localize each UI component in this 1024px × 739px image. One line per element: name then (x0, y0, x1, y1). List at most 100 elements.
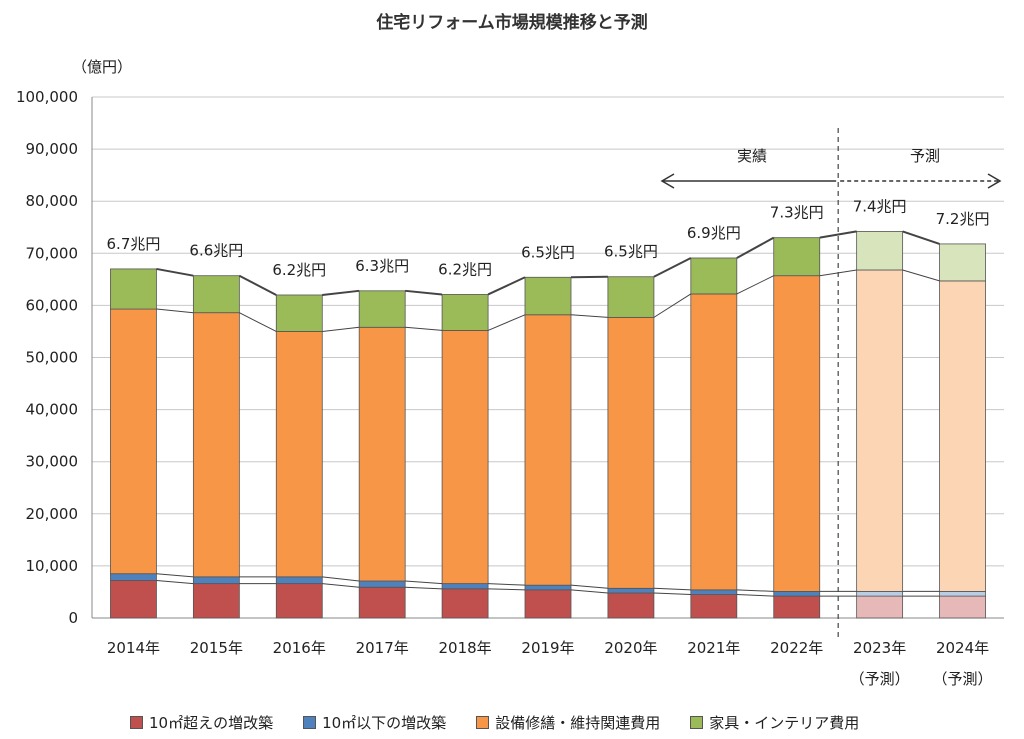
bar-segment-10-1 (939, 591, 986, 597)
bar-segment-5-0 (524, 589, 572, 619)
y-tick-label-9: 90,000 (26, 140, 79, 158)
y-tick-label-8: 80,000 (26, 192, 79, 210)
total-label-6: 6.5兆円 (604, 243, 658, 261)
legend-label-1: 10㎡以下の増改築 (322, 714, 447, 732)
total-label-10: 7.2兆円 (936, 210, 990, 228)
y-tick-label-4: 40,000 (26, 401, 79, 419)
connector-2-3 (405, 326, 443, 331)
y-tick-label-6: 60,000 (26, 296, 79, 314)
y-tick-label-3: 30,000 (26, 453, 79, 471)
bar-segment-6-3 (607, 276, 655, 318)
total-label-7: 6.9兆円 (687, 224, 741, 242)
bar-segment-7-3 (690, 257, 738, 295)
connector-1-7 (736, 589, 774, 592)
legend-label-0: 10㎡超えの増改築 (149, 714, 274, 732)
legend-swatch-0 (130, 716, 143, 729)
y-axis-unit-label: （億円） (72, 58, 132, 76)
bar-segment-9-0 (856, 595, 904, 619)
bar-segment-4-3 (441, 294, 489, 331)
y-tick-label-2: 20,000 (26, 505, 79, 523)
connector-0-0 (156, 579, 194, 585)
bar-segment-8-3 (773, 237, 821, 277)
connector-1-3 (405, 580, 443, 585)
x-tick-label-4: 2018年 (438, 639, 491, 657)
y-tick-label-7: 70,000 (26, 244, 79, 262)
x-tick-label-0: 2014年 (107, 639, 160, 657)
connector-0-6 (653, 592, 691, 596)
legend-item-1: 10㎡以下の増改築 (303, 712, 446, 733)
connector-0-4 (488, 588, 526, 591)
bar-segment-4-0 (441, 588, 489, 619)
x-tick-label-7: 2021年 (687, 639, 740, 657)
bar-segment-9-1 (856, 591, 904, 597)
bar-segment-1-1 (192, 576, 240, 585)
bar-segment-4-1 (441, 583, 489, 590)
total-label-1: 6.6兆円 (189, 242, 243, 260)
bar-segment-0-0 (110, 580, 157, 619)
x-tick-label-6: 2020年 (604, 639, 657, 657)
connector-3-7 (736, 236, 775, 259)
bar-segment-1-0 (192, 583, 240, 619)
connector-0-7 (736, 594, 774, 597)
x-tick-label-1: 2015年 (190, 639, 243, 657)
y-tick-label-0: 0 (68, 609, 78, 627)
actual-arrow-head (660, 173, 675, 189)
bar-segment-0-1 (110, 573, 157, 581)
bar-segment-9-3 (856, 231, 904, 271)
bar-segment-4-2 (441, 330, 489, 585)
connector-2-9 (902, 269, 940, 282)
x-tick-label-9: 2023年 (853, 639, 906, 657)
bar-segment-3-2 (358, 326, 406, 582)
total-label-5: 6.5兆円 (521, 243, 575, 261)
connector-3-5 (570, 275, 608, 279)
y-tick-label-5: 50,000 (26, 349, 79, 367)
connector-0-3 (405, 586, 443, 590)
bar-segment-6-2 (607, 316, 655, 589)
connector-3-1 (238, 274, 277, 296)
bar-segment-0-2 (110, 308, 157, 575)
x-tick-label-2: 2016年 (273, 639, 326, 657)
forecast-arrow-head (987, 173, 1002, 189)
legend-item-2: 設備修繕・維持関連費用 (476, 712, 660, 733)
forecast-period-label: 予測 (910, 147, 940, 165)
legend-item-3: 家具・インテリア費用 (690, 712, 859, 733)
total-label-9: 7.4兆円 (853, 197, 907, 215)
total-label-0: 6.7兆円 (107, 235, 161, 253)
bar-segment-2-2 (275, 331, 323, 578)
connector-3-9 (902, 230, 940, 245)
connector-2-7 (736, 275, 774, 295)
connector-2-1 (239, 312, 277, 332)
bar-segment-10-3 (939, 243, 986, 282)
x-tick-sublabel-9: （予測） (850, 670, 910, 688)
connector-3-6 (653, 257, 692, 278)
bar-segment-6-0 (607, 592, 655, 619)
bar-segment-10-2 (939, 280, 986, 592)
connector-3-2 (322, 289, 360, 296)
connector-0-5 (570, 589, 608, 594)
bar-segment-5-2 (524, 314, 572, 586)
connector-1-2 (322, 576, 360, 582)
bar-segment-2-0 (275, 583, 323, 619)
bar-segment-3-0 (358, 586, 406, 619)
bar-segment-3-1 (358, 580, 406, 588)
bar-segment-7-2 (690, 293, 738, 591)
total-label-2: 6.2兆円 (272, 261, 326, 279)
connector-2-2 (322, 326, 360, 332)
bar-segment-10-0 (939, 595, 986, 619)
bar-segment-6-1 (607, 587, 655, 594)
bar-segment-1-3 (192, 275, 240, 314)
x-tick-label-8: 2022年 (770, 639, 823, 657)
x-tick-label-3: 2017年 (356, 639, 409, 657)
bar-segment-5-1 (524, 584, 572, 591)
connector-1-0 (156, 573, 194, 578)
total-label-8: 7.3兆円 (770, 204, 824, 222)
legend-swatch-2 (476, 716, 490, 729)
bar-segment-8-2 (773, 275, 821, 592)
connector-0-2 (322, 583, 360, 588)
connector-1-5 (570, 584, 608, 589)
y-tick-label-10: 100,000 (16, 88, 78, 106)
chart-title: 住宅リフォーム市場規模推移と予測 (376, 13, 648, 33)
bar-segment-5-3 (524, 276, 572, 316)
connector-3-0 (156, 267, 194, 277)
